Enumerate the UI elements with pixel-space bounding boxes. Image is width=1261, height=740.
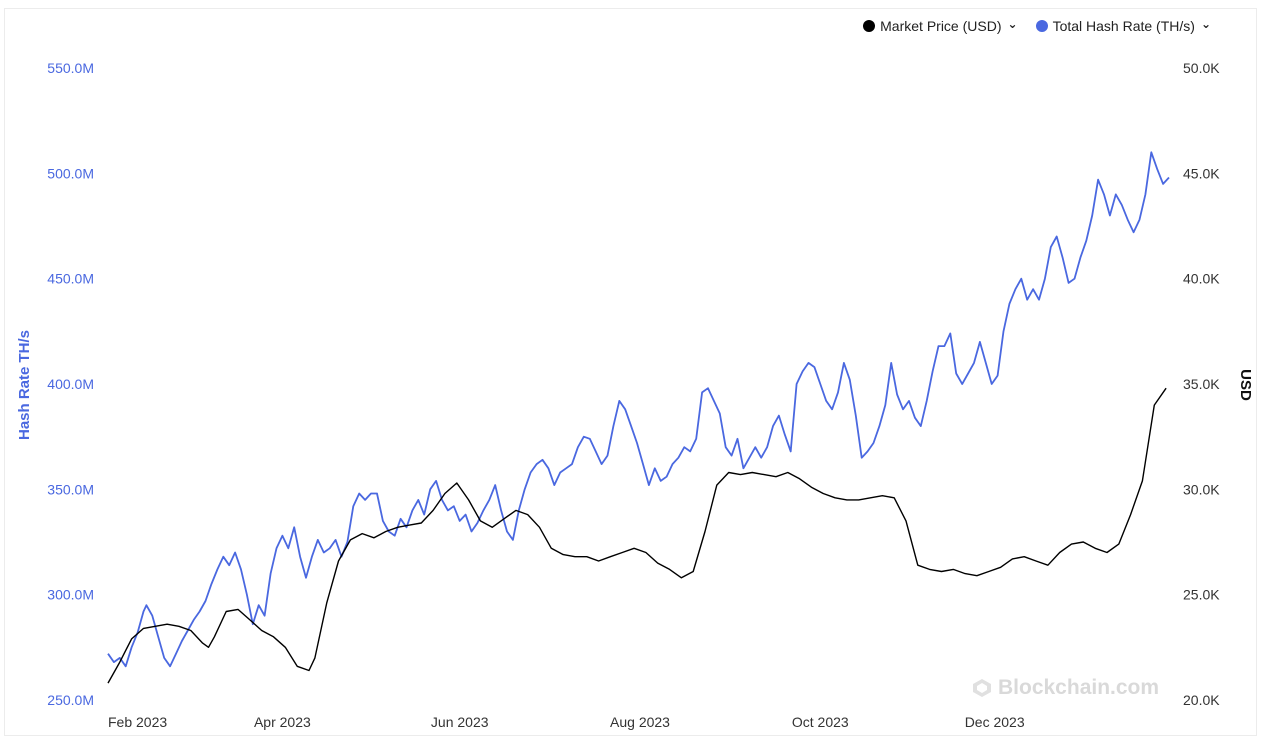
x-tick: Feb 2023 <box>108 714 167 730</box>
watermark: Blockchain.com <box>972 676 1159 700</box>
y-tick-right: 30.0K <box>1183 481 1220 497</box>
legend-item-market-price[interactable]: Market Price (USD) ⌄ <box>863 17 1018 34</box>
y-tick-left: 250.0M <box>47 692 94 708</box>
x-tick: Aug 2023 <box>610 714 670 730</box>
y-tick-left: 350.0M <box>47 481 94 497</box>
legend-item-hash-rate[interactable]: Total Hash Rate (TH/s) ⌄ <box>1035 17 1211 34</box>
y-tick-right: 25.0K <box>1183 587 1220 603</box>
y-tick-right: 35.0K <box>1183 376 1220 392</box>
y-tick-right: 50.0K <box>1183 60 1220 76</box>
y-tick-left: 500.0M <box>47 165 94 181</box>
blockchain-logo-icon <box>973 679 991 697</box>
watermark-text: Blockchain.com <box>998 676 1160 699</box>
x-tick: Jun 2023 <box>431 714 489 730</box>
legend-dot-market-price <box>863 20 876 32</box>
legend-label-hash-rate: Total Hash Rate (TH/s) <box>1052 18 1195 34</box>
legend-dot-hash-rate <box>1035 20 1048 32</box>
hash-rate-line <box>107 151 1170 668</box>
x-tick: Apr 2023 <box>254 714 311 730</box>
x-tick: Oct 2023 <box>792 714 849 730</box>
y-axis-title-right: USD <box>1237 369 1254 401</box>
y-tick-left: 550.0M <box>47 60 94 76</box>
chevron-down-icon[interactable]: ⌄ <box>1200 17 1211 31</box>
x-tick: Dec 2023 <box>965 714 1025 730</box>
legend: Market Price (USD) ⌄ Total Hash Rate (TH… <box>863 17 1211 34</box>
legend-label-market-price: Market Price (USD) <box>880 18 1002 34</box>
y-tick-left: 400.0M <box>47 376 94 392</box>
y-tick-left: 450.0M <box>47 271 94 287</box>
market-price-line <box>107 387 1167 684</box>
y-tick-left: 300.0M <box>47 587 94 603</box>
y-tick-right: 40.0K <box>1183 271 1220 287</box>
y-tick-right: 20.0K <box>1183 692 1220 708</box>
y-axis-title-left: Hash Rate TH/s <box>16 330 33 440</box>
chevron-down-icon[interactable]: ⌄ <box>1007 17 1018 31</box>
y-tick-right: 45.0K <box>1183 165 1220 181</box>
chart-frame <box>4 8 1257 736</box>
